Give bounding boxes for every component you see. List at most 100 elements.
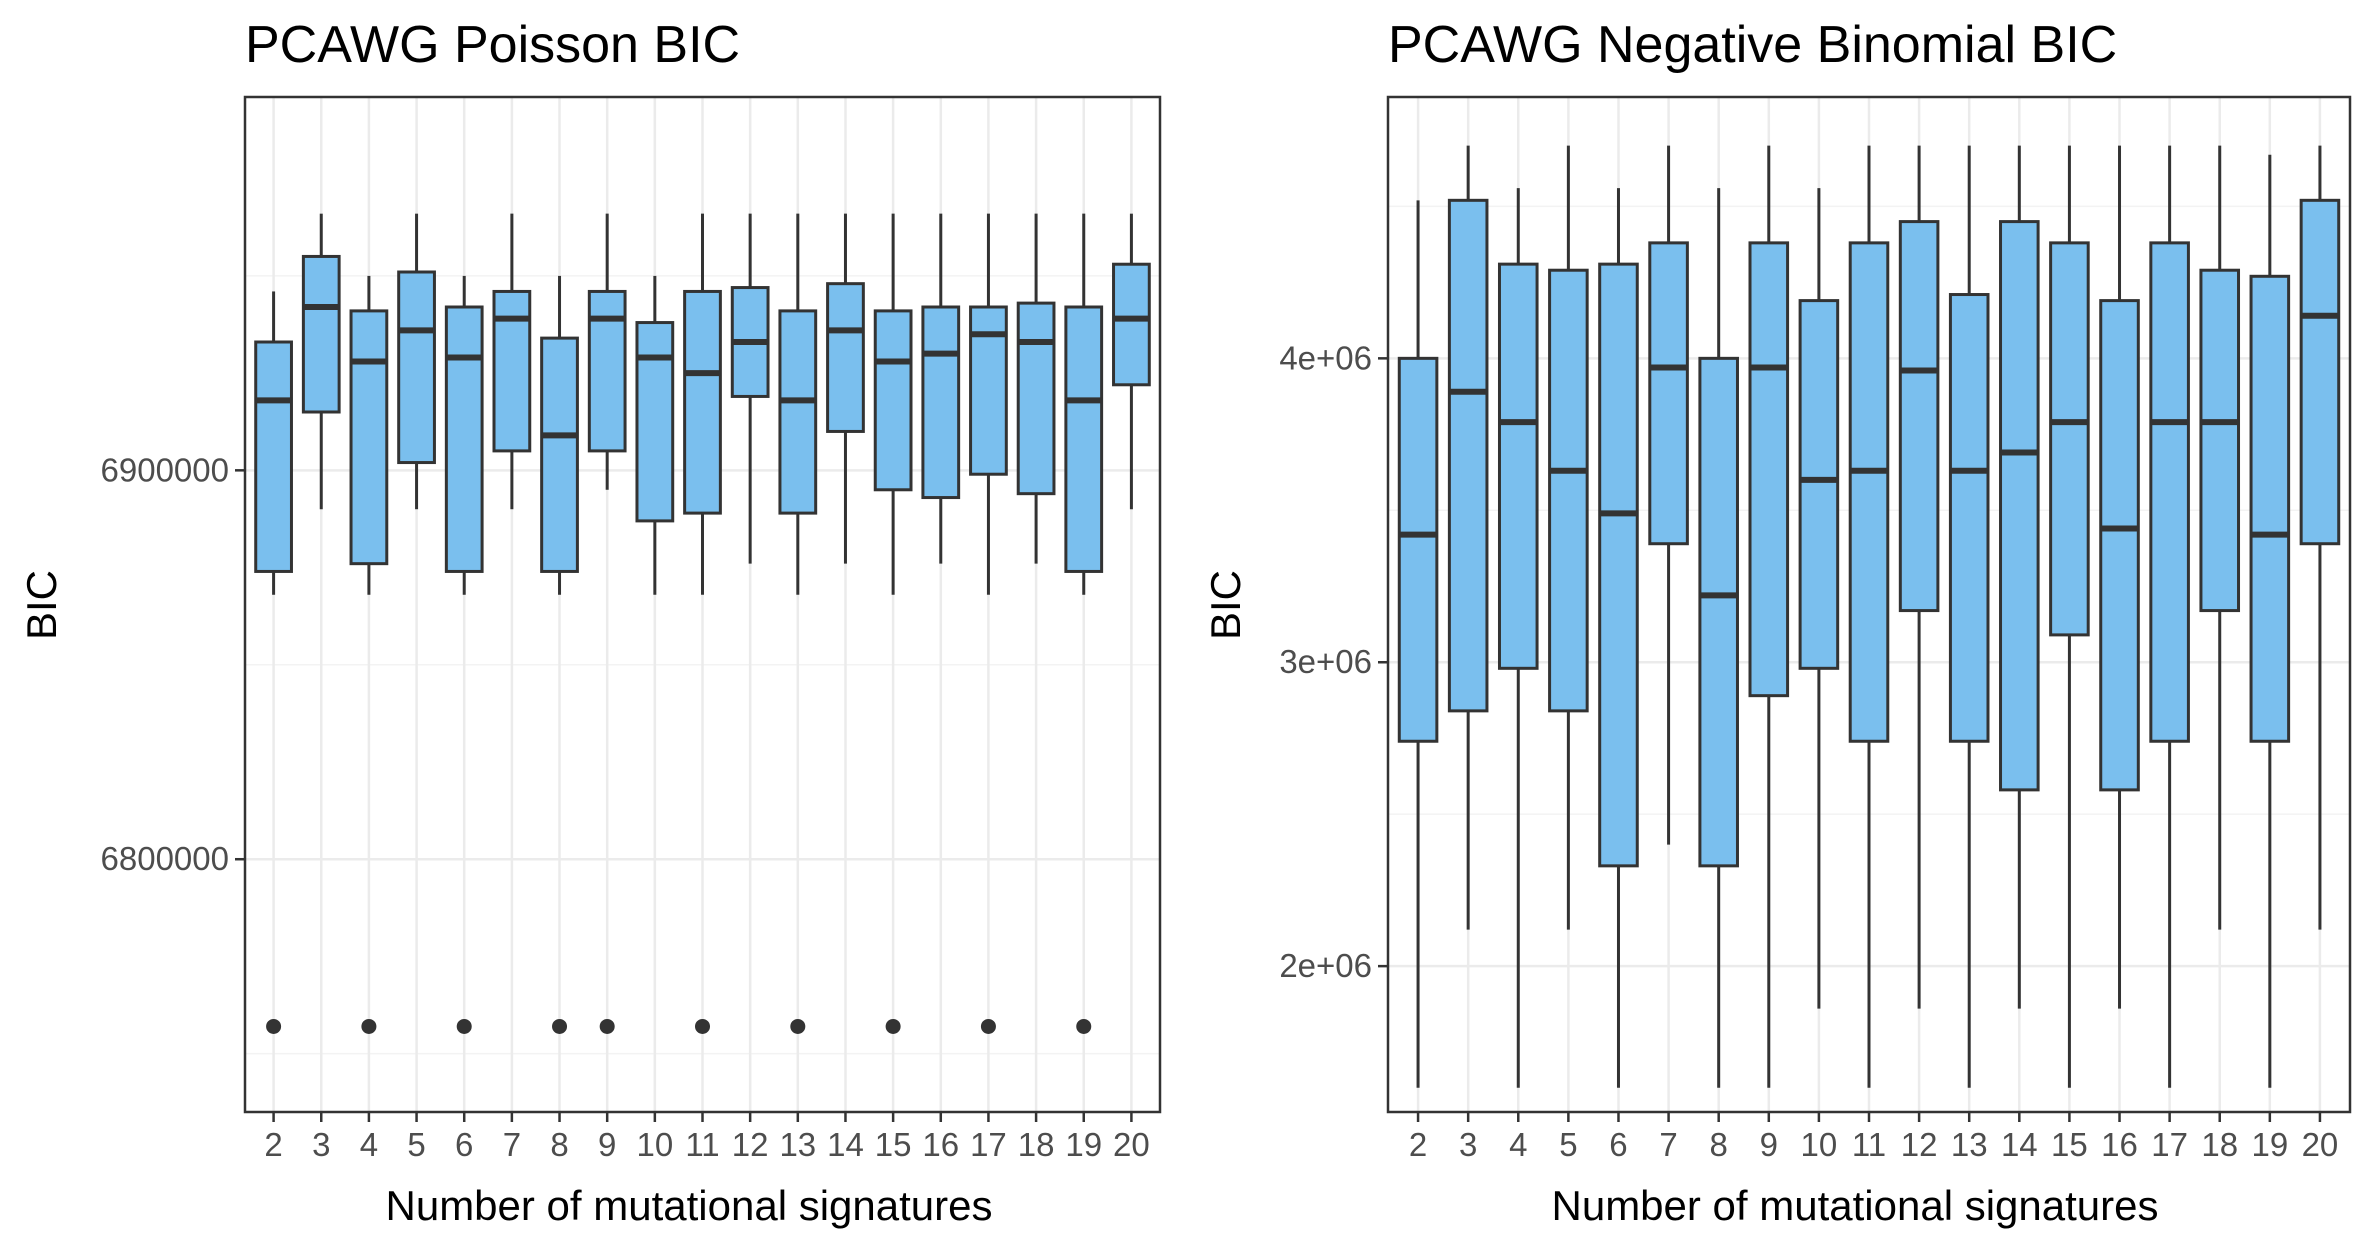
box-k-6 [444,275,484,1034]
box-iqr [301,254,341,414]
box-k-9 [587,213,627,1034]
box-k-3 [1447,145,1489,930]
box-iqr [1898,220,1940,613]
box-k-19 [1064,213,1104,1034]
x-axis-label: Number of mutational signatures [386,1182,993,1229]
x-tick-label: 17 [970,1126,1007,1163]
box-k-12 [730,213,770,564]
box-iqr [1798,299,1840,670]
chart-title: PCAWG Poisson BIC [245,16,740,74]
box-k-7 [1648,145,1689,845]
box-iqr [1112,262,1151,387]
y-tick-label: 6800000 [101,840,229,877]
box-k-4 [349,275,389,1034]
box-iqr [1999,220,2040,792]
x-tick-label: 13 [779,1126,816,1163]
x-tick-label: 7 [1659,1126,1677,1163]
box-k-10 [635,275,675,595]
x-tick-label: 6 [455,1126,473,1163]
box-iqr [254,340,293,573]
x-tick-label: 4 [360,1126,378,1163]
box-iqr [1698,356,1739,868]
x-tick-label: 14 [827,1126,864,1163]
x-tick-label: 5 [407,1126,425,1163]
box-k-10 [1798,188,1840,1009]
box-iqr [921,305,961,500]
box-k-4 [1497,188,1539,1088]
box-iqr [2299,198,2341,546]
x-tick-label: 8 [1710,1126,1728,1163]
x-tick-label: 5 [1559,1126,1577,1163]
box-iqr [397,270,436,465]
box-iqr [1648,241,1689,546]
box-iqr [1064,305,1104,573]
box-k-16 [2099,145,2140,1009]
x-tick-label: 11 [1852,1126,1886,1163]
chart-poisson: PCAWG Poisson BIC 6800000 6900000 2 3 4 5 6 7 8 9… [18,16,1162,1229]
chart-title: PCAWG Negative Binomial BIC [1388,16,2117,74]
box-iqr [349,309,389,566]
box-iqr [540,336,579,573]
box-k-5 [397,213,436,510]
outlier-point [361,1018,377,1034]
x-tick-label: 20 [2302,1126,2339,1163]
box-iqr [2049,241,2090,637]
outlier-point [266,1018,282,1034]
box-iqr [1848,241,1890,743]
box-k-5 [1548,145,1589,930]
box-k-2 [254,291,293,1034]
box-k-8 [540,275,579,1034]
box-iqr [1598,262,1639,868]
x-tick-label: 19 [1065,1126,1102,1163]
box-k-19 [2249,154,2291,1088]
outlier-point [456,1018,472,1034]
box-k-13 [1948,145,1990,1088]
x-tick-label: 13 [1951,1126,1988,1163]
box-k-11 [683,213,722,1034]
x-tick-label: 9 [1760,1126,1778,1163]
box-iqr [683,289,722,515]
box-k-13 [778,213,818,1034]
box-iqr [1016,301,1056,496]
box-k-18 [1016,213,1056,564]
box-k-8 [1698,188,1739,1088]
box-iqr [635,321,675,523]
chart-negative-binomial: PCAWG Negative Binomial BIC 2e+06 3e+06 4e… [1202,16,2352,1229]
outlier-point [885,1018,901,1034]
x-tick-label: 17 [2151,1126,2188,1163]
box-iqr [1497,262,1539,670]
box-iqr [587,289,627,453]
plot-panel: 6800000 6900000 2 3 4 5 6 7 8 9 10 11 12 13 14 15 16 17 18… [101,95,1162,1163]
x-tick-label: 11 [685,1126,719,1163]
box-iqr [1548,268,1589,713]
box-iqr [1447,198,1489,713]
box-k-16 [921,213,961,564]
box-k-2 [1397,200,1439,1088]
outlier-point [790,1018,806,1034]
x-tick-label: 12 [732,1126,769,1163]
box-iqr [2199,268,2241,613]
x-tick-label: 10 [636,1126,673,1163]
outlier-point [599,1018,615,1034]
box-iqr [2249,274,2291,743]
x-axis-label: Number of mutational signatures [1552,1182,2159,1229]
x-tick-label: 16 [922,1126,959,1163]
x-tick-label: 12 [1901,1126,1938,1163]
x-tick-label: 8 [550,1126,568,1163]
box-k-9 [1748,145,1790,1088]
box-k-14 [1999,145,2040,1009]
box-k-6 [1598,188,1639,1088]
box-iqr [2149,241,2190,743]
x-tick-label: 9 [598,1126,616,1163]
outlier-point [552,1018,568,1034]
box-k-14 [826,213,865,564]
x-tick-label: 3 [312,1126,330,1163]
y-axis-label: BIC [18,570,65,640]
box-iqr [778,309,818,515]
x-tick-label: 4 [1509,1126,1527,1163]
box-iqr [444,305,484,573]
x-tick-label: 7 [503,1126,521,1163]
y-tick-label: 6900000 [101,451,229,488]
x-tick-label: 14 [2001,1126,2038,1163]
